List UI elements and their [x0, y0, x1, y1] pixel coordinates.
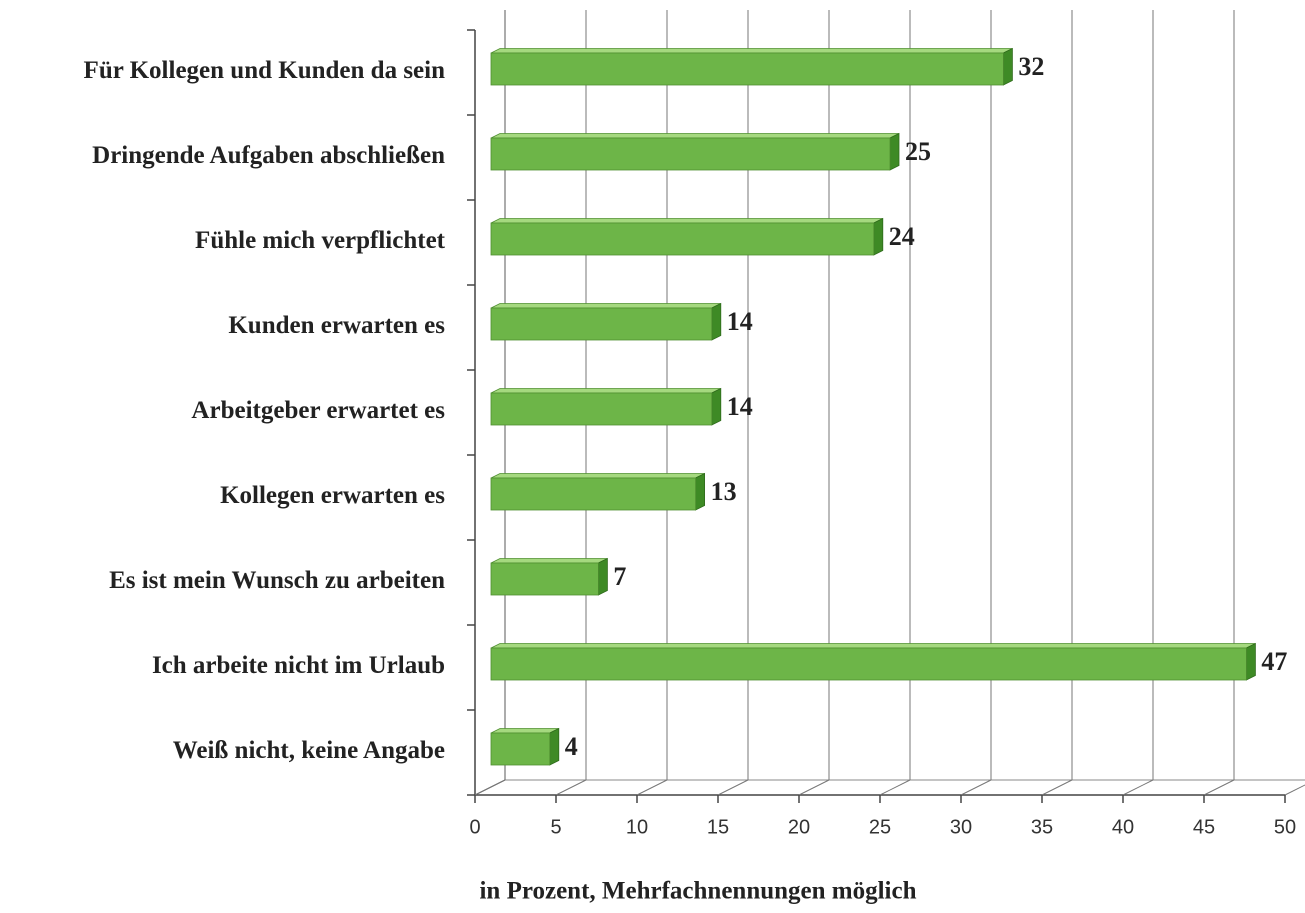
- grid-line: [555, 779, 587, 796]
- x-axis-label: in Prozent, Mehrfachnennungen möglich: [479, 878, 916, 905]
- x-tick-label: 45: [1193, 816, 1215, 838]
- bar: [490, 477, 697, 511]
- bar: [490, 222, 875, 256]
- y-tick-label: Dringende Aufgaben abschließen: [92, 142, 445, 169]
- grid-line: [879, 779, 911, 796]
- y-tick-label: Ich arbeite nicht im Urlaub: [152, 652, 445, 679]
- value-label: 32: [1018, 52, 1044, 81]
- bar: [490, 52, 1004, 86]
- bar-top: [490, 728, 559, 734]
- grid-line: [474, 779, 506, 796]
- bar: [490, 307, 713, 341]
- bar-side: [889, 132, 900, 171]
- bar-top: [490, 48, 1013, 54]
- value-label: 25: [905, 137, 931, 166]
- y-tick-label: Weiß nicht, keine Angabe: [173, 737, 445, 764]
- x-tick-label: 10: [626, 816, 648, 838]
- bar-top: [490, 388, 721, 394]
- y-tick-label: Für Kollegen und Kunden da sein: [84, 57, 446, 84]
- bar: [490, 137, 891, 171]
- value-label: 7: [613, 562, 626, 591]
- y-tick-label: Kollegen erwarten es: [220, 482, 445, 509]
- y-tick-label: Es ist mein Wunsch zu arbeiten: [109, 567, 445, 594]
- value-label: 14: [727, 392, 753, 421]
- bar-side: [1246, 642, 1256, 681]
- value-label: 14: [727, 307, 753, 336]
- x-tick-label: 20: [788, 816, 810, 838]
- x-tick-label: 0: [469, 816, 480, 838]
- grid-line: [798, 779, 830, 796]
- x-tick-label: 5: [550, 816, 561, 838]
- bar: [490, 647, 1247, 681]
- bar-side: [695, 472, 705, 511]
- value-label: 47: [1261, 647, 1287, 676]
- grid-line: [1122, 779, 1154, 796]
- grid-line: [960, 779, 992, 796]
- grid-line: [636, 779, 668, 796]
- grid-line: [717, 779, 749, 796]
- bar-side: [1003, 47, 1013, 86]
- bar: [490, 562, 599, 596]
- bar-side: [598, 557, 608, 596]
- x-tick-label: 50: [1274, 816, 1296, 838]
- y-tick-label: Arbeitgeber erwartet es: [191, 397, 445, 424]
- value-label: 13: [711, 477, 737, 506]
- y-tick-label: Kunden erwarten es: [228, 312, 445, 339]
- value-label: 24: [889, 222, 915, 251]
- bar-top: [490, 133, 900, 139]
- bar-side: [873, 217, 884, 256]
- bar: [490, 392, 713, 426]
- bar-top: [490, 473, 705, 479]
- x-tick-label: 40: [1112, 816, 1134, 838]
- y-tick-label: Fühle mich verpflichtet: [195, 227, 446, 254]
- bar-side: [711, 302, 722, 341]
- bar: [490, 732, 551, 766]
- x-tick-label: 25: [869, 816, 891, 838]
- x-tick-label: 15: [707, 816, 729, 838]
- bar-top: [490, 303, 721, 309]
- grid-line: [1041, 779, 1073, 796]
- x-tick-label: 30: [950, 816, 972, 838]
- x-tick-label: 35: [1031, 816, 1053, 838]
- value-label: 4: [565, 732, 578, 761]
- bar-top: [490, 218, 883, 224]
- bar-side: [711, 387, 722, 426]
- grid-line: [1284, 784, 1305, 796]
- bar-side: [549, 727, 560, 766]
- bar-top: [490, 558, 608, 564]
- bar-top: [490, 643, 1256, 649]
- grid-line: [1203, 779, 1235, 796]
